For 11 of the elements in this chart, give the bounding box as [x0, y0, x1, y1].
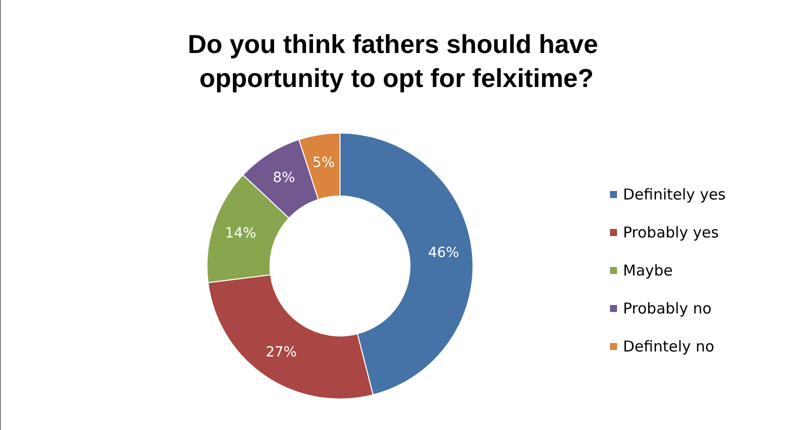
- data-label: 27%: [266, 344, 297, 360]
- legend-label: Defintely no: [623, 338, 714, 356]
- chart-title: Do you think fathers should have opportunity to opt for felxitime?: [188, 29, 606, 93]
- legend-label: Definitely yes: [623, 186, 726, 204]
- legend-label: Probably no: [623, 300, 712, 318]
- data-label: 8%: [272, 170, 296, 186]
- data-label: 46%: [428, 244, 460, 261]
- data-label: 5%: [312, 154, 335, 171]
- legend-label: Probably yes: [623, 224, 719, 242]
- data-label: 14%: [225, 226, 256, 242]
- legend-label: Maybe: [623, 262, 673, 280]
